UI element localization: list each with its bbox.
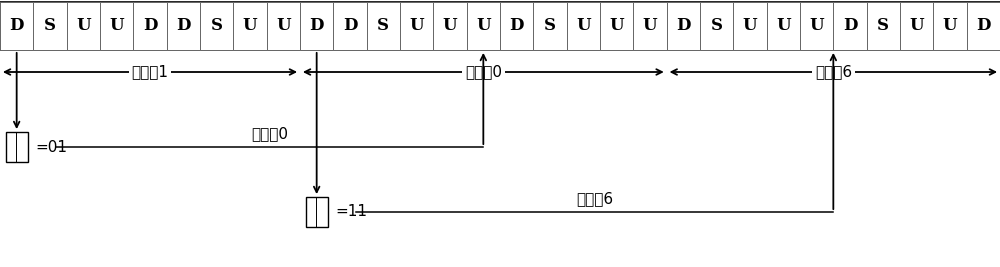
Text: U: U [743, 18, 757, 34]
Bar [233, 2, 267, 50]
Bar [833, 2, 867, 50]
Bar [467, 2, 500, 50]
Text: S: S [44, 18, 56, 34]
Bar [700, 2, 733, 50]
Bar [367, 2, 400, 50]
Bar [267, 2, 300, 50]
Bar [800, 2, 833, 50]
Text: U: U [776, 18, 791, 34]
Text: D: D [309, 18, 324, 34]
Bar [900, 2, 933, 50]
Text: U: U [943, 18, 957, 34]
Text: 帧结榄6: 帧结榄6 [576, 191, 613, 206]
Text: D: D [143, 18, 157, 34]
Text: S: S [711, 18, 723, 34]
Bar [500, 2, 533, 50]
Text: S: S [377, 18, 389, 34]
Text: U: U [409, 18, 424, 34]
Bar [533, 2, 567, 50]
Text: U: U [476, 18, 491, 34]
Text: U: U [609, 18, 624, 34]
Bar [633, 2, 667, 50]
Text: U: U [643, 18, 657, 34]
Text: D: D [843, 18, 857, 34]
Bar [400, 2, 433, 50]
Text: U: U [243, 18, 257, 34]
Bar [306, 197, 328, 227]
Bar [33, 2, 67, 50]
Text: U: U [576, 18, 591, 34]
Text: D: D [343, 18, 357, 34]
Bar [67, 2, 100, 50]
Text: S: S [544, 18, 556, 34]
Text: 帧结榄0: 帧结榄0 [465, 65, 502, 80]
Bar [200, 2, 233, 50]
Text: 帧结榄6: 帧结榄6 [815, 65, 852, 80]
Text: S: S [877, 18, 889, 34]
Bar [733, 2, 767, 50]
Bar [133, 2, 167, 50]
Text: U: U [276, 18, 291, 34]
Bar [0, 2, 33, 50]
Bar [433, 2, 467, 50]
Bar [0, 2, 1000, 50]
Text: D: D [9, 18, 24, 34]
Bar [667, 2, 700, 50]
Text: U: U [443, 18, 457, 34]
Bar [6, 132, 28, 162]
Bar [767, 2, 800, 50]
Bar [167, 2, 200, 50]
Text: D: D [976, 18, 991, 34]
Bar [100, 2, 133, 50]
Text: =11: =11 [336, 205, 368, 219]
Text: 帧结榄0: 帧结榄0 [251, 126, 288, 141]
Text: D: D [676, 18, 691, 34]
Text: U: U [109, 18, 124, 34]
Text: 帧结榄1: 帧结榄1 [132, 65, 168, 80]
Text: U: U [809, 18, 824, 34]
Bar [600, 2, 633, 50]
Text: S: S [211, 18, 223, 34]
Bar [333, 2, 367, 50]
Text: U: U [909, 18, 924, 34]
Text: U: U [76, 18, 91, 34]
Text: D: D [509, 18, 524, 34]
Bar [567, 2, 600, 50]
Bar [300, 2, 333, 50]
Text: D: D [176, 18, 191, 34]
Bar [867, 2, 900, 50]
Text: =01: =01 [36, 139, 68, 155]
Bar [933, 2, 967, 50]
Bar [967, 2, 1000, 50]
